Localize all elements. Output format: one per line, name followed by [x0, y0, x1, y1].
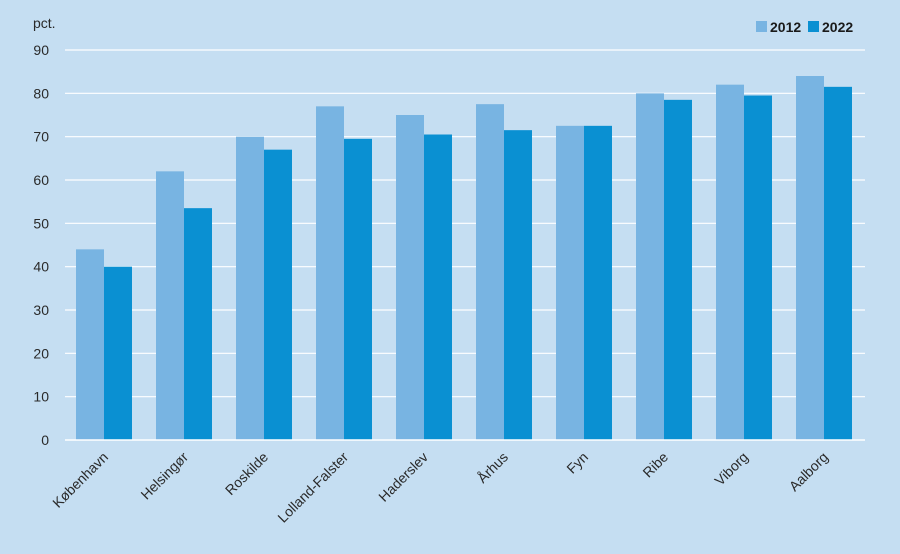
y-tick-label: 40 [33, 259, 49, 275]
x-tick-label: Aalborg [786, 449, 831, 494]
bar-2022-4 [424, 134, 452, 440]
y-tick-label: 10 [33, 389, 49, 405]
bar-2022-7 [664, 99, 692, 440]
x-tick-label: Ribe [639, 449, 671, 481]
bar-2012-1 [156, 171, 184, 441]
bar-2022-2 [264, 149, 292, 440]
legend-label: 2012 [770, 19, 801, 35]
bar-2022-9 [824, 86, 852, 440]
y-tick-label: 30 [33, 302, 49, 318]
x-axis-labels: København Helsingør Roskilde Lolland-Falste… [49, 449, 831, 526]
x-tick-label: Fyn [563, 449, 591, 477]
bar-2022-1 [184, 208, 212, 440]
legend-swatch-2012 [756, 21, 767, 32]
bar-2012-7 [636, 93, 664, 440]
bar-2012-4 [396, 115, 424, 440]
y-tick-label: 20 [33, 345, 49, 361]
bar-2012-5 [476, 104, 504, 441]
bar-2022-8 [744, 95, 772, 440]
bar-2012-6 [556, 125, 584, 440]
y-tick-label: 50 [33, 215, 49, 231]
x-tick-label: Viborg [711, 449, 751, 489]
y-tick-label: 70 [33, 129, 49, 145]
x-tick-label: Århus [474, 449, 511, 486]
bars [76, 76, 852, 441]
y-tick-label: 60 [33, 172, 49, 188]
x-tick-label: Roskilde [222, 449, 271, 498]
bar-2022-6 [584, 125, 612, 440]
bar-2012-9 [796, 76, 824, 440]
bar-2012-0 [76, 249, 104, 440]
bar-2022-5 [504, 130, 532, 440]
bar-2022-0 [104, 266, 132, 440]
y-tick-label: 0 [41, 432, 49, 448]
legend: 2012 2022 [756, 19, 853, 35]
bar-2012-3 [316, 106, 344, 440]
bar-2012-8 [716, 84, 744, 441]
y-tick-label: 90 [33, 42, 49, 58]
x-tick-label: København [49, 449, 111, 511]
y-axis-ticks: 0 10 20 30 40 50 60 70 80 90 [33, 42, 49, 448]
x-tick-label: Lolland-Falster [274, 449, 351, 526]
legend-label: 2022 [822, 19, 853, 35]
legend-swatch-2022 [808, 21, 819, 32]
x-tick-label: Helsingør [137, 449, 191, 503]
y-axis-unit-label: pct. [33, 15, 56, 31]
bar-2022-3 [344, 138, 372, 441]
bar-2012-2 [236, 136, 264, 440]
x-tick-label: Haderslev [375, 449, 431, 505]
y-tick-label: 80 [33, 85, 49, 101]
